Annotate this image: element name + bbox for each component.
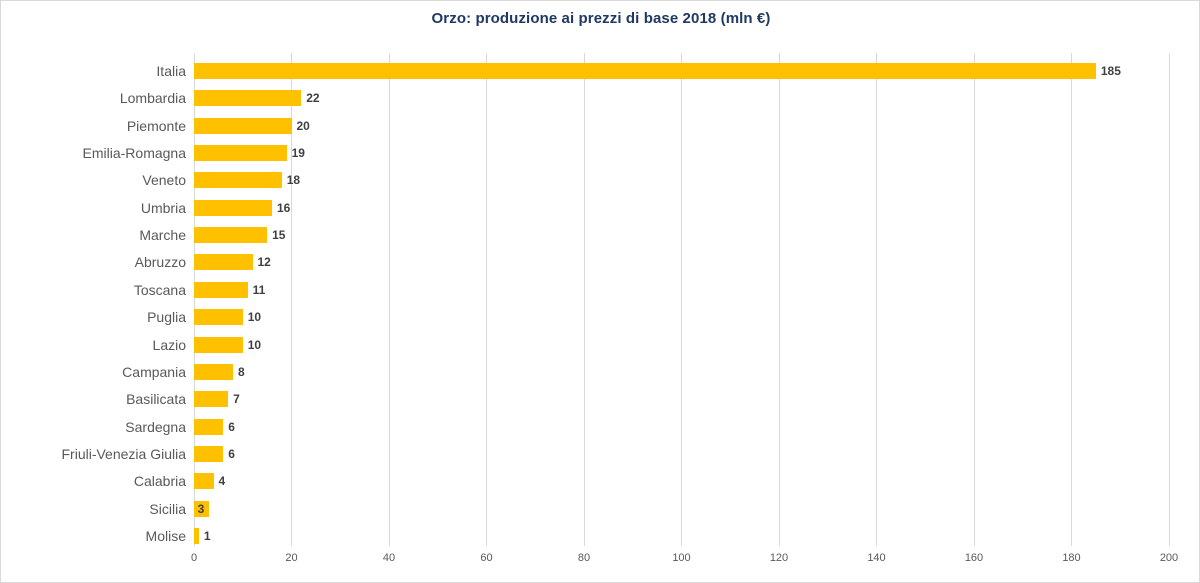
x-tick-label: 180: [1062, 552, 1081, 564]
gridline: [1168, 53, 1170, 546]
bar: [194, 391, 229, 408]
value-label: 12: [257, 255, 271, 270]
gridline: [193, 53, 195, 546]
value-label: 15: [272, 228, 286, 243]
value-label: 18: [286, 173, 301, 188]
category-label: Basilicata: [126, 391, 186, 408]
category-label: Emilia-Romagna: [82, 145, 186, 162]
bar: [194, 527, 199, 544]
value-label: 6: [228, 446, 235, 461]
x-tick-label: 60: [480, 552, 493, 564]
bar: [194, 473, 214, 490]
chart-title: Orzo: produzione ai prezzi di base 2018 …: [431, 10, 771, 27]
x-tick-label: 160: [964, 552, 984, 564]
x-tick-label: 120: [769, 552, 789, 564]
value-label: 16: [277, 200, 291, 215]
value-label: 7: [233, 392, 240, 407]
x-tick-label: 100: [672, 552, 691, 564]
value-label: 10: [247, 310, 262, 325]
value-label: 185: [1100, 64, 1121, 78]
value-label: 4: [218, 474, 226, 489]
bar: [194, 199, 272, 216]
bar: [194, 281, 248, 298]
gridline: [291, 53, 292, 546]
bar: [194, 309, 243, 326]
category-label: Sicilia: [149, 500, 186, 517]
bar: [194, 90, 302, 107]
bar: [194, 63, 1096, 79]
gridline: [876, 53, 877, 546]
bar: [194, 418, 224, 435]
gridline: [973, 53, 975, 546]
x-tick-label: 0: [190, 552, 198, 564]
category-label: Lazio: [152, 336, 186, 353]
value-label: 19: [291, 146, 305, 161]
bar: [194, 445, 224, 462]
gridline: [1071, 53, 1072, 546]
bar: [194, 363, 233, 380]
category-label: Umbria: [140, 199, 186, 216]
category-label: Piemonte: [126, 117, 186, 134]
x-tick-label: 40: [382, 552, 396, 564]
value-label: 6: [228, 419, 235, 434]
bar: [194, 500, 209, 517]
bar: [194, 172, 282, 189]
value-label: 20: [296, 118, 310, 133]
x-tick-label: 20: [285, 552, 298, 564]
category-label: Calabria: [133, 473, 186, 490]
bar: [194, 227, 268, 244]
gridline: [681, 53, 682, 546]
category-label: Molise: [145, 527, 186, 544]
x-tick-label: 140: [867, 552, 886, 564]
bar: [194, 254, 253, 271]
value-label: 11: [252, 282, 266, 297]
bar: [194, 336, 243, 353]
category-label: Sardegna: [125, 418, 186, 435]
category-label: Marche: [139, 227, 186, 244]
category-label: Italia: [156, 63, 186, 79]
category-label: Toscana: [133, 281, 186, 298]
gridline: [486, 53, 487, 546]
category-label: Abruzzo: [134, 254, 186, 271]
bar: [194, 145, 287, 162]
value-label: 22: [306, 91, 320, 106]
value-label: 1: [203, 528, 211, 543]
category-label: Friuli-Venezia Giulia: [61, 445, 187, 462]
gridline: [583, 53, 585, 546]
bar: [194, 117, 292, 134]
category-label: Puglia: [147, 309, 186, 326]
category-label: Lombardia: [119, 90, 186, 107]
value-label: 10: [247, 337, 262, 352]
value-label: 3: [197, 501, 205, 516]
x-tick-label: 80: [577, 552, 591, 564]
category-label: Veneto: [142, 172, 186, 189]
x-tick-label: 200: [1159, 552, 1179, 564]
value-label: 8: [238, 364, 245, 379]
category-label: Campania: [122, 363, 186, 380]
gridline: [388, 53, 390, 546]
gridline: [778, 53, 780, 546]
